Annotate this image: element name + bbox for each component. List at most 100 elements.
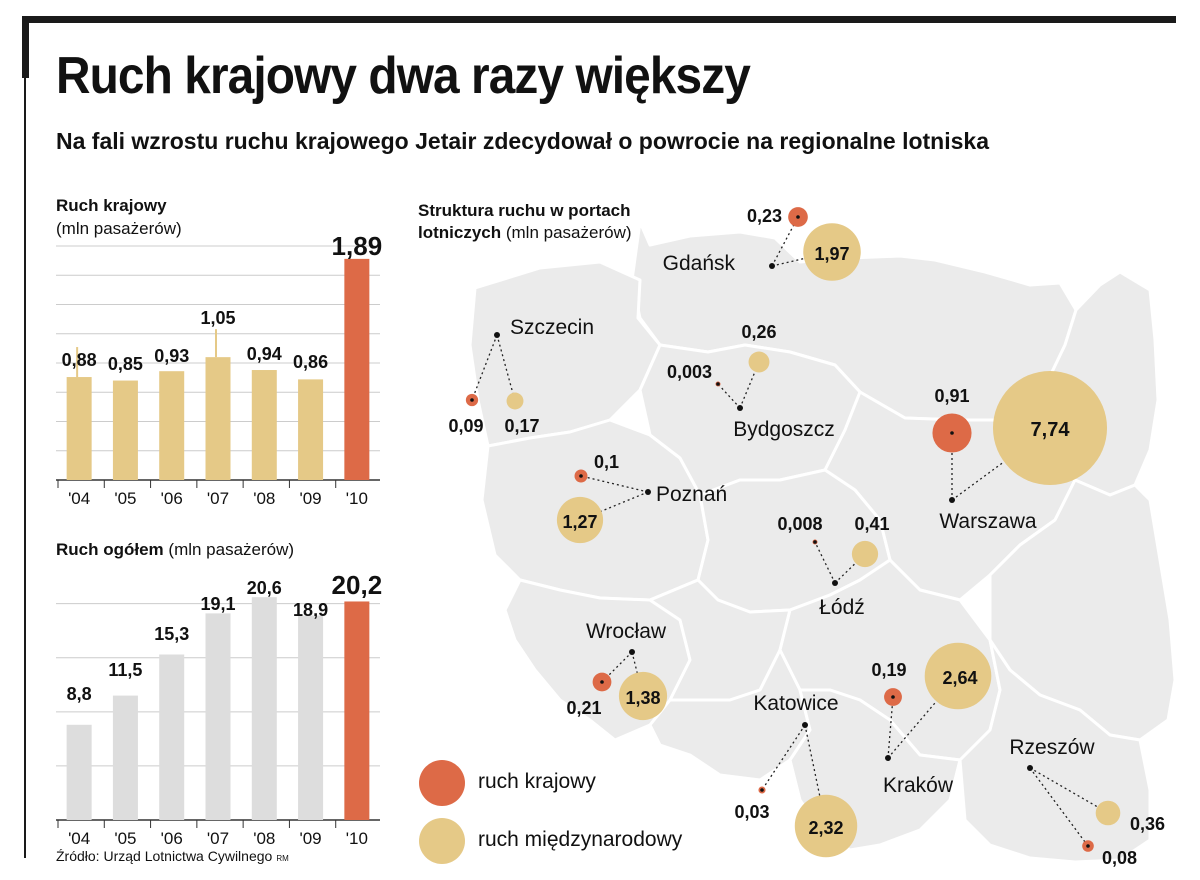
domestic-bar-chart: 0,88 '04 0,85 '05 0,93 '06 1,05 '07 0,94 '08 0,86 '… (56, 231, 382, 508)
domestic-value-label: 0,008 (777, 514, 822, 534)
international-bubble (794, 794, 858, 858)
bar (251, 597, 277, 820)
domestic-chart-title: Ruch krajowy (56, 196, 167, 215)
map-title-unit: (mln pasażerów) (505, 223, 632, 242)
international-value-label: 1,38 (625, 688, 660, 708)
airport-name: Gdańsk (663, 252, 736, 275)
international-bubble (803, 223, 861, 281)
source-text: Źródło: Urząd Lotnictwa Cywilnego (56, 848, 273, 864)
leader-end-dot (760, 788, 764, 792)
frame-top-rule (22, 16, 1176, 23)
frame-corner-rule (22, 16, 29, 78)
international-value-label: 1,27 (562, 512, 597, 532)
domestic-value-label: 0,19 (871, 660, 906, 680)
data-label: 20,2 (332, 570, 383, 600)
total-chart-unit: (mln pasażerów) (168, 540, 295, 559)
data-label: 18,9 (293, 600, 328, 620)
x-tick-label: '09 (299, 489, 321, 508)
leader-end-dot (796, 215, 800, 219)
airport-point (1027, 765, 1033, 771)
source-note: Źródło: Urząd Lotnictwa Cywilnego RM (56, 848, 289, 864)
data-label: 8,8 (67, 684, 92, 704)
bar (66, 377, 92, 480)
map-title: Struktura ruchu w portach lotniczych (ml… (418, 200, 708, 244)
source-credit: RM (276, 854, 289, 863)
leader-line (834, 553, 866, 584)
bar (112, 380, 138, 480)
legend (419, 760, 465, 864)
airport-name: Poznań (656, 483, 727, 506)
airport-point (645, 489, 651, 495)
data-label: 0,94 (247, 344, 282, 364)
data-label: 15,3 (154, 624, 189, 644)
bar (66, 724, 92, 820)
data-label: 0,85 (108, 354, 143, 374)
leader-line (580, 475, 649, 493)
page-title: Ruch krajowy dwa razy większy (56, 47, 751, 105)
domestic-value-label: 0,21 (566, 698, 601, 718)
international-bubble (618, 671, 668, 721)
international-bubble (556, 496, 604, 544)
international-value-label: 2,32 (808, 818, 843, 838)
x-tick-label: '05 (114, 489, 136, 508)
legend-domestic-swatch (419, 760, 465, 806)
airport-point (494, 332, 500, 338)
domestic-value-label: 0,003 (667, 362, 712, 382)
international-bubble (924, 642, 992, 710)
domestic-value-label: 0,23 (747, 206, 782, 226)
international-bubble (506, 392, 524, 410)
leader-line (887, 696, 894, 759)
bar (205, 357, 231, 480)
international-value-label: 2,64 (942, 668, 977, 688)
x-tick-label: '10 (346, 489, 368, 508)
data-label: 20,6 (247, 578, 282, 598)
airport-name: Wrocław (586, 620, 667, 643)
poland-map (468, 220, 1177, 864)
total-chart-title: Ruch ogółem (56, 540, 164, 559)
airport-bubbles: Gdańsk 0,23 1,97 Szczecin 0,09 0,17 Bydgoszcz 0… (448, 206, 1165, 868)
domestic-chart-unit: (mln pasażerów) (56, 219, 182, 238)
airport-name: Rzeszów (1009, 736, 1095, 759)
map-region (468, 260, 662, 448)
x-tick-label: '08 (253, 829, 275, 848)
legend-domestic-label: ruch krajowy (478, 770, 596, 793)
international-bubble (851, 540, 879, 568)
bar (298, 615, 324, 820)
airport-point (769, 263, 775, 269)
international-value-label: 0,41 (854, 514, 889, 534)
domestic-value-label: 0,03 (734, 802, 769, 822)
bar (205, 613, 231, 820)
leader-end-dot (600, 680, 604, 684)
bar (159, 654, 185, 820)
airport-point (802, 722, 808, 728)
leader-end-dot (1086, 844, 1090, 848)
map-title-bold: Struktura ruchu w portach lotniczych (418, 201, 631, 242)
leader-end-dot (950, 431, 954, 435)
legend-international-swatch (419, 818, 465, 864)
x-tick-label: '06 (161, 829, 183, 848)
data-label: 1,05 (200, 308, 235, 328)
domestic-value-label: 0,08 (1102, 848, 1137, 868)
domestic-value-label: 0,1 (594, 452, 619, 472)
bar (344, 258, 370, 480)
leader-end-dot (716, 382, 720, 386)
bar (159, 371, 185, 480)
leader-end-dot (470, 398, 474, 402)
airport-name: Warszawa (939, 510, 1037, 533)
x-tick-label: '10 (346, 829, 368, 848)
international-value-label: 1,97 (814, 244, 849, 264)
international-bubble (1095, 800, 1121, 826)
x-tick-label: '04 (68, 829, 90, 848)
domestic-value-label: 0,91 (934, 386, 969, 406)
airport-name: Szczecin (510, 316, 594, 339)
frame-left-rule (24, 78, 26, 858)
x-tick-label: '07 (207, 489, 229, 508)
leader-end-dot (891, 695, 895, 699)
data-label: 11,5 (108, 660, 142, 680)
page-subtitle: Na fali wzrostu ruchu krajowego Jetair z… (56, 128, 989, 154)
total-bar-chart: 8,8 '04 11,5 '05 15,3 '06 19,1 '07 20,6 '08 18,9 '0… (56, 570, 382, 848)
airport-point (832, 580, 838, 586)
bar (344, 601, 370, 820)
leader-line (1029, 767, 1089, 847)
